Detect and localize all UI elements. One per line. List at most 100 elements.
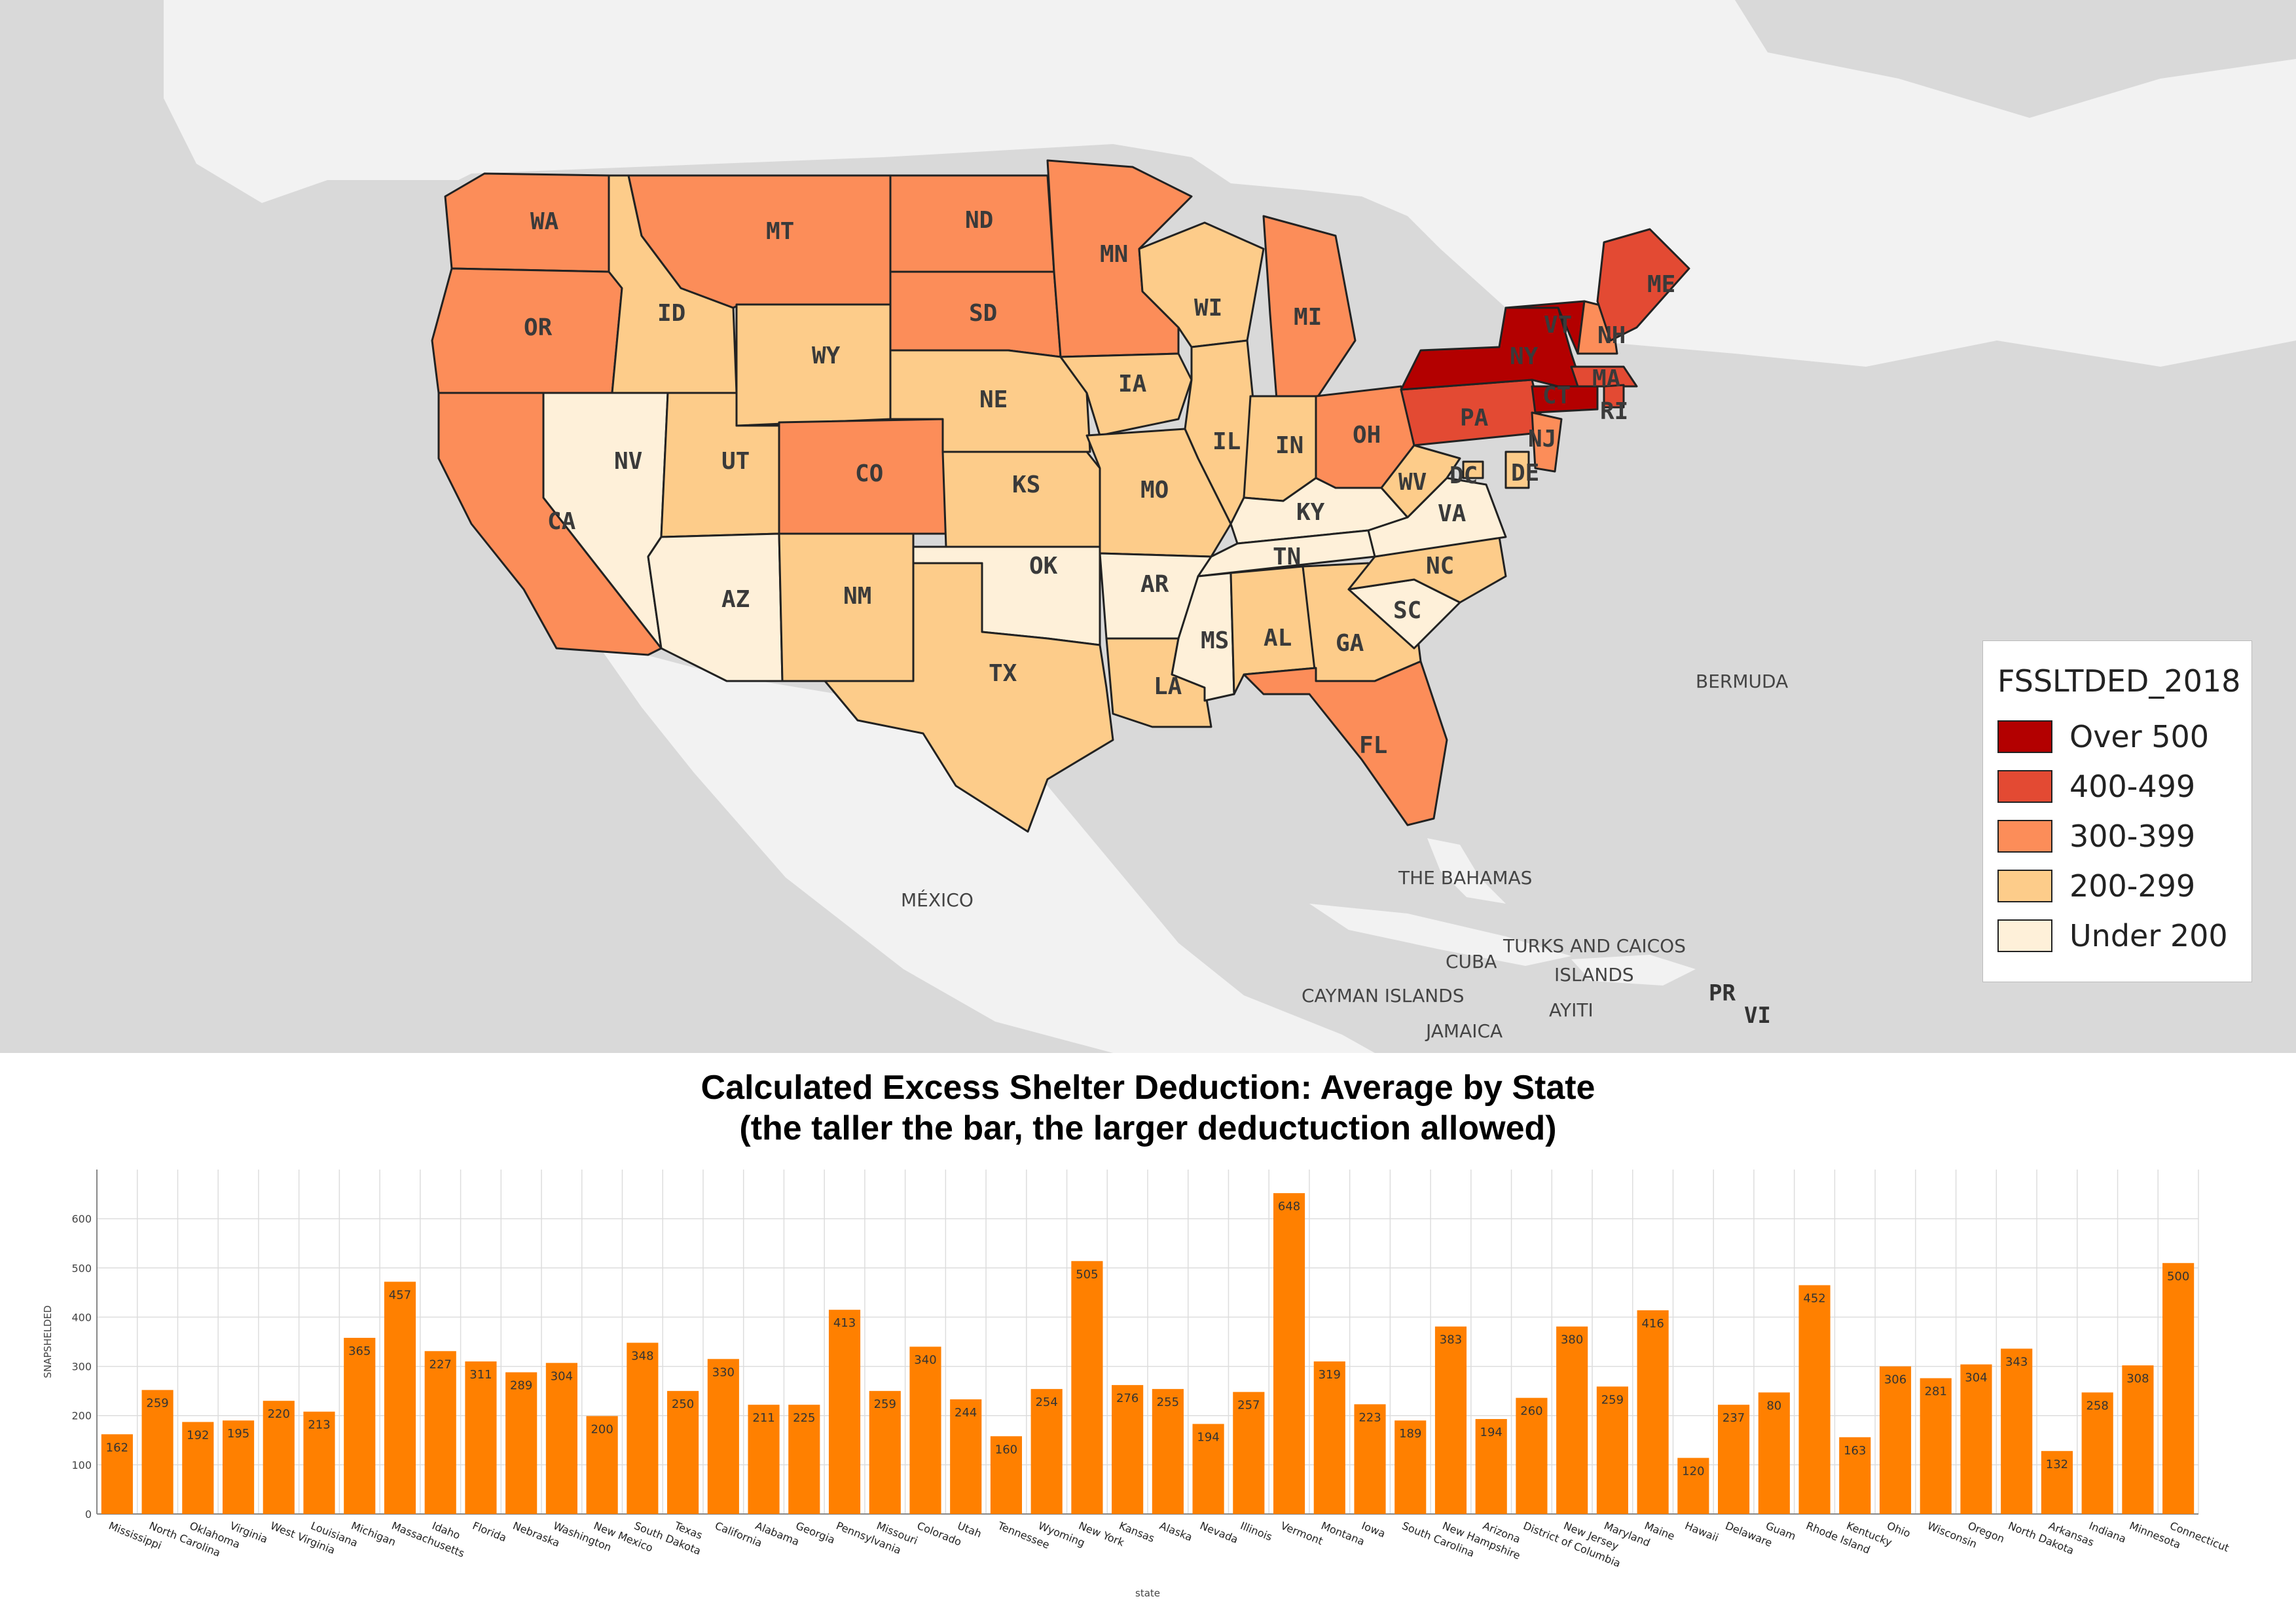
bar bbox=[384, 1282, 416, 1514]
bar-value-label: 192 bbox=[187, 1428, 209, 1442]
state-ne[interactable] bbox=[889, 349, 1091, 453]
bar bbox=[667, 1391, 699, 1514]
label-ut: UT bbox=[721, 448, 750, 475]
label-ma: MA bbox=[1592, 365, 1621, 392]
label-al: AL bbox=[1264, 625, 1292, 652]
bar-value-label: 319 bbox=[1319, 1368, 1341, 1382]
chart-title-line2: (the taller the bar, the larger deductuc… bbox=[739, 1109, 1557, 1147]
label-ms: MS bbox=[1201, 627, 1229, 654]
bar-value-label: 250 bbox=[672, 1397, 694, 1411]
state-nj[interactable] bbox=[1531, 411, 1563, 473]
legend-swatch bbox=[1997, 770, 2052, 803]
label-nd: ND bbox=[965, 207, 993, 234]
bar bbox=[627, 1342, 659, 1514]
land-canada bbox=[164, 0, 2296, 367]
label-cuba: CUBA bbox=[1446, 951, 1497, 972]
map-canvas: WA OR CA ID NV UT AZ MT WY CO NM ND SD N… bbox=[164, 0, 2296, 1053]
label-id: ID bbox=[657, 300, 685, 327]
bar-value-label: 259 bbox=[146, 1397, 168, 1411]
label-mexico: MÉXICO bbox=[901, 889, 974, 911]
bar bbox=[101, 1434, 133, 1514]
bar bbox=[1718, 1405, 1750, 1514]
x-tick-label: Nevada bbox=[1198, 1519, 1240, 1545]
label-in: IN bbox=[1275, 432, 1303, 459]
x-tick-label: Colorado bbox=[915, 1519, 963, 1548]
bar bbox=[1394, 1420, 1427, 1514]
bar bbox=[1434, 1326, 1467, 1514]
legend-swatch bbox=[1997, 919, 2052, 952]
bar bbox=[909, 1346, 941, 1514]
state-ia[interactable] bbox=[1059, 352, 1193, 437]
label-vi: VI bbox=[1744, 1003, 1771, 1029]
label-pr: PR bbox=[1709, 980, 1736, 1006]
state-ri[interactable] bbox=[1603, 384, 1625, 409]
bar-value-label: 194 bbox=[1197, 1430, 1219, 1444]
legend-label: 400-499 bbox=[2069, 769, 2196, 804]
bar-value-label: 304 bbox=[1965, 1371, 1987, 1385]
bar bbox=[545, 1363, 577, 1514]
label-dc: DC bbox=[1449, 462, 1478, 489]
state-ct[interactable] bbox=[1531, 385, 1599, 414]
y-tick-label: 300 bbox=[71, 1361, 92, 1373]
label-pa: PA bbox=[1460, 405, 1489, 432]
bar-value-label: 244 bbox=[955, 1406, 977, 1420]
land-mexico bbox=[596, 642, 1375, 1053]
bar-value-label: 189 bbox=[1399, 1427, 1421, 1441]
bar-value-label: 457 bbox=[389, 1288, 411, 1302]
bar bbox=[303, 1411, 335, 1514]
label-la: LA bbox=[1154, 673, 1182, 700]
bar bbox=[869, 1391, 901, 1514]
bar bbox=[2122, 1365, 2154, 1514]
label-islands: ISLANDS bbox=[1554, 964, 1634, 986]
label-nc: NC bbox=[1426, 553, 1454, 580]
bar-value-label: 416 bbox=[1641, 1317, 1664, 1331]
state-fl[interactable] bbox=[1243, 660, 1448, 826]
bar-value-label: 255 bbox=[1157, 1395, 1179, 1409]
state-de[interactable] bbox=[1504, 451, 1530, 489]
bar-value-label: 289 bbox=[510, 1379, 532, 1393]
label-wa: WA bbox=[530, 208, 559, 235]
state-ny[interactable] bbox=[1400, 306, 1586, 394]
bar bbox=[788, 1405, 820, 1514]
label-mi: MI bbox=[1294, 304, 1322, 331]
bar bbox=[950, 1399, 982, 1514]
state-me[interactable] bbox=[1596, 228, 1690, 342]
label-mo: MO bbox=[1140, 477, 1169, 504]
bar-value-label: 254 bbox=[1035, 1395, 1057, 1409]
label-ny: NY bbox=[1510, 343, 1539, 370]
bar-value-label: 120 bbox=[1682, 1464, 1704, 1478]
bar-value-label: 500 bbox=[2167, 1270, 2189, 1283]
bar bbox=[2041, 1450, 2073, 1514]
label-ar: AR bbox=[1140, 571, 1169, 598]
state-labels: WA OR CA ID NV UT AZ MT WY CO NM ND SD N… bbox=[524, 207, 1675, 759]
bar bbox=[1233, 1392, 1265, 1514]
bar-value-label: 330 bbox=[712, 1365, 735, 1379]
bar bbox=[1879, 1366, 1912, 1514]
bar-value-label: 413 bbox=[833, 1316, 856, 1330]
state-tx[interactable] bbox=[824, 562, 1114, 833]
bar bbox=[1112, 1385, 1144, 1514]
bar bbox=[1030, 1389, 1063, 1514]
x-tick-label: Montana bbox=[1319, 1519, 1366, 1548]
y-tick-label: 0 bbox=[85, 1508, 92, 1521]
place-labels: BERMUDA MÉXICO THE BAHAMAS TURKS AND CAI… bbox=[901, 671, 1788, 1042]
bar bbox=[2162, 1263, 2195, 1514]
chart-title: Calculated Excess Shelter Deduction: Ave… bbox=[0, 1067, 2296, 1149]
state-ma[interactable] bbox=[1570, 365, 1638, 388]
y-tick-label: 600 bbox=[71, 1213, 92, 1225]
state-polygons bbox=[431, 159, 1690, 833]
state-dc[interactable] bbox=[1462, 460, 1484, 479]
label-jamaica: JAMAICA bbox=[1425, 1020, 1503, 1042]
bar-value-label: 343 bbox=[2005, 1356, 2028, 1369]
label-ca: CA bbox=[547, 508, 576, 535]
bar-value-label: 223 bbox=[1358, 1411, 1381, 1424]
label-ky: KY bbox=[1296, 499, 1325, 526]
x-tick-label: Alaska bbox=[1157, 1519, 1194, 1543]
bar-value-label: 260 bbox=[1520, 1405, 1542, 1418]
bar bbox=[1798, 1285, 1831, 1514]
y-tick-label: 400 bbox=[71, 1311, 92, 1323]
bar-value-label: 257 bbox=[1237, 1399, 1260, 1412]
state-wv[interactable] bbox=[1380, 444, 1461, 519]
bar-value-label: 259 bbox=[874, 1397, 896, 1411]
legend-label: Over 500 bbox=[2069, 719, 2210, 754]
